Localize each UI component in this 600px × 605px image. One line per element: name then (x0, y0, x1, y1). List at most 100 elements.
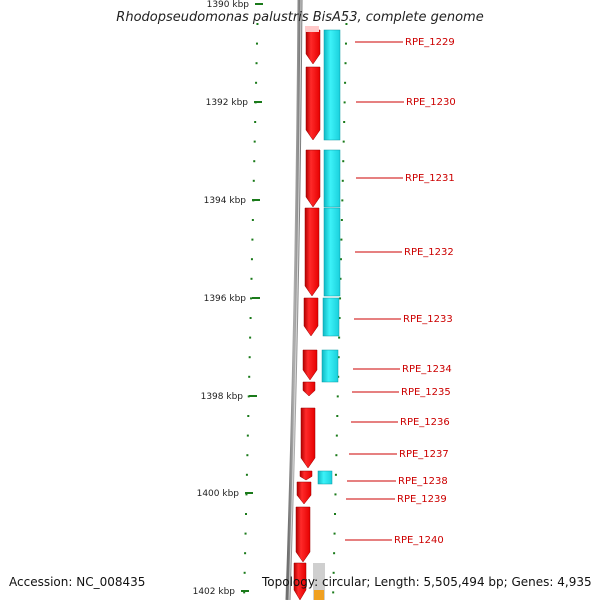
scale-tick-label: 1398 kbp (201, 392, 244, 402)
gene-label: RPE_1238 (398, 476, 448, 487)
cds-bar (322, 297, 340, 337)
feature-minor-tick (342, 140, 345, 143)
feature-minor-tick (343, 121, 346, 123)
scale-minor-tick (244, 532, 247, 535)
feature-minor-ticks (332, 23, 348, 594)
gene-labels: RPE_1229 RPE_1230 RPE_1231 RPE_1232 RPE_1233… (394, 37, 456, 546)
gene-label: RPE_1229 (405, 37, 455, 48)
scale-minor-tick (245, 473, 248, 476)
scale-minor-tick (247, 395, 250, 398)
feature-minor-tick (341, 199, 344, 202)
scale-minor-tick (255, 42, 258, 45)
scale-minor-tick (246, 454, 249, 457)
gene-track (293, 26, 321, 601)
feature-minor-tick (339, 277, 342, 280)
scale-minor-tick (252, 179, 255, 182)
scale-minor-tick (253, 160, 256, 163)
scale-tick-label: 1400 kbp (197, 489, 240, 499)
feature-minor-tick (337, 356, 340, 359)
cds-bar (323, 207, 341, 297)
scale-minor-tick (256, 23, 259, 25)
feature-minor-tick (340, 219, 343, 221)
gene-arrow (303, 297, 319, 337)
scale-minor-tick (248, 356, 251, 359)
feature-minor-tick (336, 395, 339, 398)
scale-minor-tick (254, 121, 257, 123)
gene-label: RPE_1233 (403, 314, 453, 325)
scale-minor-ticks (243, 23, 259, 594)
scale-tick-label: 1402 kbp (193, 587, 236, 597)
scale-minor-tick (249, 317, 252, 319)
scale-minor-tick (255, 81, 258, 84)
cds-bar (321, 349, 339, 383)
feature-minor-tick (332, 571, 335, 574)
scale-minor-tick (253, 140, 256, 143)
scale-minor-tick (251, 238, 254, 241)
feature-minor-tick (333, 532, 336, 535)
gene-label: RPE_1234 (402, 364, 452, 375)
gene-arrow (302, 349, 318, 381)
feature-minor-tick (339, 297, 342, 300)
feature-minor-tick (342, 160, 345, 163)
gene-label: RPE_1237 (399, 449, 449, 460)
feature-minor-tick (345, 23, 348, 25)
scale-tick-label: 1392 kbp (206, 98, 249, 108)
scale-tick-label: 1396 kbp (204, 294, 247, 304)
scale-minor-tick (246, 434, 249, 437)
feature-minor-tick (334, 473, 337, 476)
gene-label: RPE_1236 (400, 417, 450, 428)
cds-bar (317, 470, 333, 485)
gene-label: RPE_1235 (401, 387, 451, 398)
gene-arrow (305, 29, 321, 65)
feature-minor-tick (336, 415, 339, 417)
feature-minor-tick (338, 317, 341, 319)
genome-title: Rhodopseudomonas palustris BisA53, compl… (116, 10, 484, 25)
backbone-highlight (288, 0, 302, 601)
scale-tick-label: 1394 kbp (204, 196, 247, 206)
feature-minor-tick (334, 513, 337, 515)
gene-arrow (302, 381, 316, 397)
scale-tick-label: 1390 kbp (207, 0, 250, 10)
feature-minor-tick (332, 591, 335, 594)
scale-minor-tick (255, 62, 258, 65)
scale-minor-tick (247, 415, 250, 417)
scale-minor-tick (249, 336, 252, 339)
gene-arrow (296, 481, 312, 505)
feature-minor-tick (341, 179, 344, 182)
gene-label: RPE_1232 (404, 247, 454, 258)
gene-label: RPE_1239 (397, 494, 447, 505)
gene-label: RPE_1240 (394, 535, 444, 546)
feature-minor-tick (339, 258, 342, 261)
scale-minor-tick (243, 571, 246, 574)
gene-arrow (300, 407, 316, 469)
feature-minor-tick (344, 62, 347, 65)
gene-arrow (305, 66, 321, 141)
genome-backbone (285, 0, 303, 601)
accession-label: Accession: NC_008435 (9, 575, 146, 589)
gene-arrow (299, 470, 313, 481)
gene-label: RPE_1231 (405, 173, 455, 184)
scale-minor-tick (248, 375, 251, 378)
scale-minor-tick (250, 277, 253, 280)
genome-summary: Topology: circular; Length: 5,505,494 bp… (262, 575, 592, 589)
gene-label: RPE_1230 (406, 97, 456, 108)
gene-arrow (295, 506, 311, 563)
feature-minor-tick (344, 42, 347, 45)
feature-minor-tick (340, 238, 343, 241)
cds-bar (323, 149, 341, 208)
scale-minor-tick (243, 591, 246, 594)
feature-minor-tick (333, 552, 336, 555)
feature-minor-tick (343, 101, 346, 104)
feature-minor-tick (335, 434, 338, 437)
feature-minor-tick (334, 493, 337, 496)
feature-bar (314, 590, 324, 600)
gene-arrow (305, 149, 321, 208)
scale-ticks: 1390 kbp 1392 kbp 1394 kbp 1396 kbp 1398 kbp… (193, 0, 263, 597)
scale-minor-tick (244, 552, 247, 555)
gene-arrow (293, 562, 307, 601)
gene-arrow-fade (305, 26, 319, 32)
feature-minor-tick (344, 81, 347, 84)
cds-bar (323, 29, 341, 141)
